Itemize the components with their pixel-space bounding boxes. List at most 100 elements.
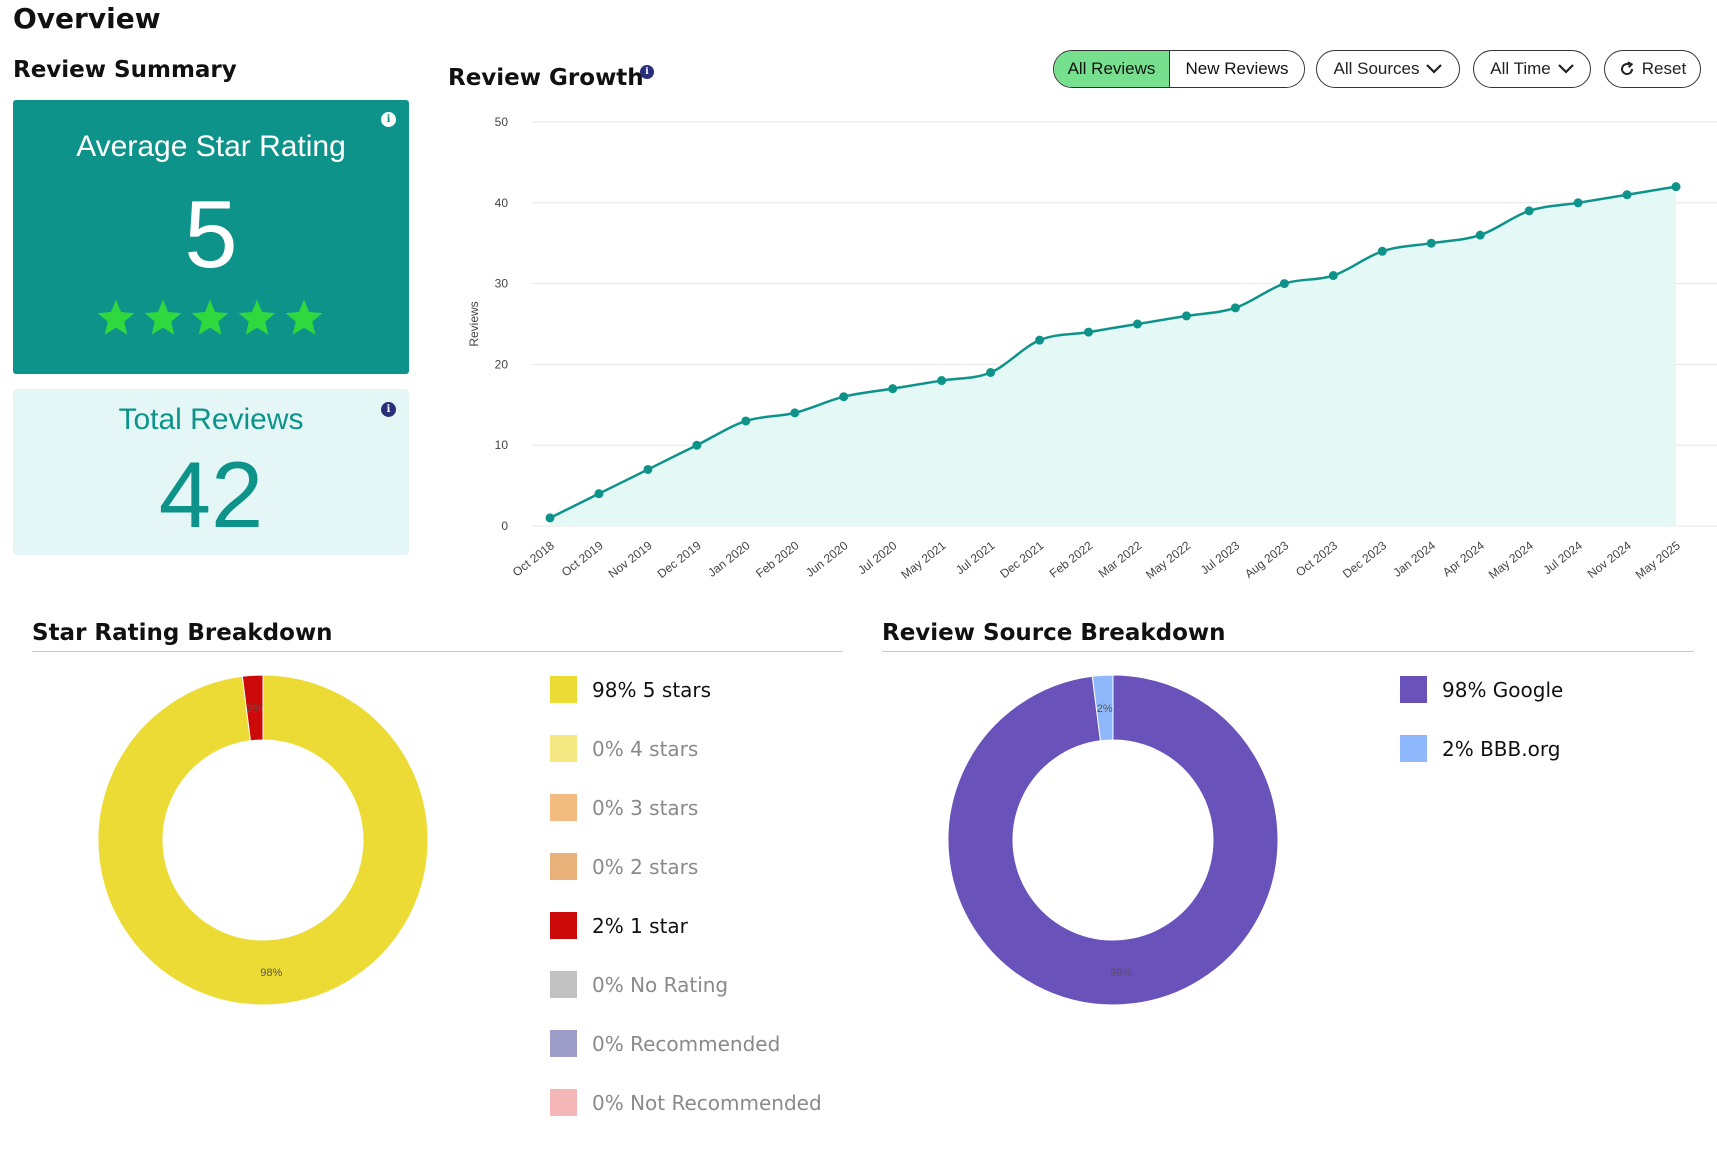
all-reviews-tab[interactable]: All Reviews <box>1054 51 1170 87</box>
data-point[interactable] <box>1084 327 1094 337</box>
donut-slice[interactable] <box>97 674 429 1006</box>
star-rating-display <box>95 297 327 341</box>
data-point[interactable] <box>1524 206 1534 216</box>
chevron-down-icon <box>1557 64 1574 74</box>
reset-button-label: Reset <box>1641 59 1687 78</box>
x-tick-label: Jul 2021 <box>953 538 998 577</box>
sources-dropdown[interactable]: All Sources <box>1316 50 1460 88</box>
reset-icon <box>1620 61 1633 75</box>
legend-label: 2% BBB.org <box>1442 736 1561 761</box>
y-tick-label: 30 <box>495 277 509 291</box>
x-tick-label: May 2021 <box>898 538 948 582</box>
new-reviews-tab[interactable]: New Reviews <box>1170 51 1304 87</box>
info-icon[interactable]: i <box>381 112 396 127</box>
data-point[interactable] <box>1181 311 1191 321</box>
star-icon <box>144 299 182 335</box>
x-tick-label: Apr 2024 <box>1440 538 1487 579</box>
legend-item[interactable]: 0% Not Recommended <box>550 1089 822 1116</box>
data-point[interactable] <box>1671 182 1681 192</box>
x-tick-label: Oct 2019 <box>559 538 606 579</box>
source-breakdown-title: Review Source Breakdown <box>882 620 1226 646</box>
time-range-dropdown-label: All Time <box>1490 59 1551 78</box>
legend-swatch <box>550 735 577 762</box>
data-point[interactable] <box>1475 230 1485 240</box>
data-point[interactable] <box>1035 335 1045 345</box>
data-point[interactable] <box>1622 190 1632 200</box>
legend-label: 0% Not Recommended <box>592 1090 822 1115</box>
x-tick-label: Oct 2023 <box>1293 538 1340 579</box>
x-tick-label: Jun 2020 <box>803 538 851 580</box>
legend-swatch <box>550 853 577 880</box>
review-summary-title: Review Summary <box>13 57 237 83</box>
legend-item[interactable]: 2% BBB.org <box>1400 735 1560 762</box>
data-point[interactable] <box>692 440 702 450</box>
legend-item[interactable]: 0% 2 stars <box>550 853 698 880</box>
time-range-dropdown[interactable]: All Time <box>1473 50 1591 88</box>
average-rating-card: i Average Star Rating 5 <box>13 100 409 374</box>
y-tick-label: 40 <box>495 196 509 210</box>
legend-item[interactable]: 98% Google <box>1400 676 1563 703</box>
data-point[interactable] <box>741 416 751 426</box>
donut-data-label: 2% <box>1097 703 1113 715</box>
data-point[interactable] <box>1230 303 1240 313</box>
data-point[interactable] <box>643 464 653 474</box>
legend-swatch <box>550 912 577 939</box>
star-breakdown-title: Star Rating Breakdown <box>32 620 333 646</box>
legend-item[interactable]: 0% No Rating <box>550 971 728 998</box>
y-tick-label: 20 <box>495 357 509 371</box>
review-source-donut-chart: 98% 2% <box>947 674 1279 1006</box>
legend-item[interactable]: 0% 3 stars <box>550 794 698 821</box>
info-icon[interactable]: i <box>640 65 654 79</box>
chevron-down-icon <box>1426 64 1443 74</box>
total-reviews-value: 42 <box>158 442 264 547</box>
reset-button[interactable]: Reset <box>1604 50 1701 88</box>
donut-data-label: 2% <box>247 703 263 715</box>
x-tick-label: Nov 2024 <box>1585 538 1634 581</box>
donut-slice[interactable] <box>1091 674 1114 742</box>
sources-dropdown-label: All Sources <box>1333 59 1420 78</box>
data-point[interactable] <box>1426 238 1436 248</box>
star-icon <box>97 299 135 335</box>
donut-data-label: 98% <box>1110 967 1132 979</box>
data-point[interactable] <box>839 392 849 402</box>
average-rating-value: 5 <box>184 181 238 288</box>
donut-slice[interactable] <box>947 674 1279 1006</box>
info-icon[interactable]: i <box>381 402 396 417</box>
legend-label: 0% 4 stars <box>592 736 699 761</box>
series-area <box>550 186 1676 526</box>
data-point[interactable] <box>986 367 996 377</box>
star-icon <box>238 299 276 335</box>
total-reviews-card: i Total Reviews 42 <box>13 389 409 555</box>
legend-item[interactable]: 0% Recommended <box>550 1030 780 1057</box>
legend-swatch <box>1400 676 1427 703</box>
data-point[interactable] <box>1573 198 1583 208</box>
x-tick-label: Aug 2023 <box>1242 538 1291 581</box>
data-point[interactable] <box>545 513 555 523</box>
y-tick-label: 10 <box>495 438 509 452</box>
legend-label: 2% 1 star <box>592 913 688 938</box>
legend-item[interactable]: 0% 4 stars <box>550 735 698 762</box>
data-point[interactable] <box>1279 279 1289 289</box>
legend-item[interactable]: 98% 5 stars <box>550 676 711 703</box>
data-point[interactable] <box>790 408 800 418</box>
legend-label: 0% Recommended <box>592 1031 781 1056</box>
data-point[interactable] <box>937 376 947 386</box>
x-tick-label: Feb 2020 <box>753 538 802 580</box>
data-point[interactable] <box>1377 246 1387 256</box>
star-rating-donut-chart: 98% 2% <box>97 674 429 1006</box>
divider <box>32 651 843 652</box>
page-title: Overview <box>13 2 161 35</box>
x-tick-label: Feb 2022 <box>1047 538 1096 580</box>
data-point[interactable] <box>594 489 604 499</box>
data-point[interactable] <box>1132 319 1142 329</box>
donut-slice[interactable] <box>241 674 264 742</box>
x-tick-label: Jul 2023 <box>1198 538 1243 577</box>
review-source-legend: 98% Google 2% BBB.org <box>1400 676 1700 796</box>
legend-label: 98% Google <box>1442 677 1564 702</box>
data-point[interactable] <box>888 384 898 394</box>
data-point[interactable] <box>1328 271 1338 281</box>
x-tick-label: May 2024 <box>1486 538 1536 582</box>
legend-label: 0% 2 stars <box>592 854 699 879</box>
legend-item[interactable]: 2% 1 star <box>550 912 688 939</box>
